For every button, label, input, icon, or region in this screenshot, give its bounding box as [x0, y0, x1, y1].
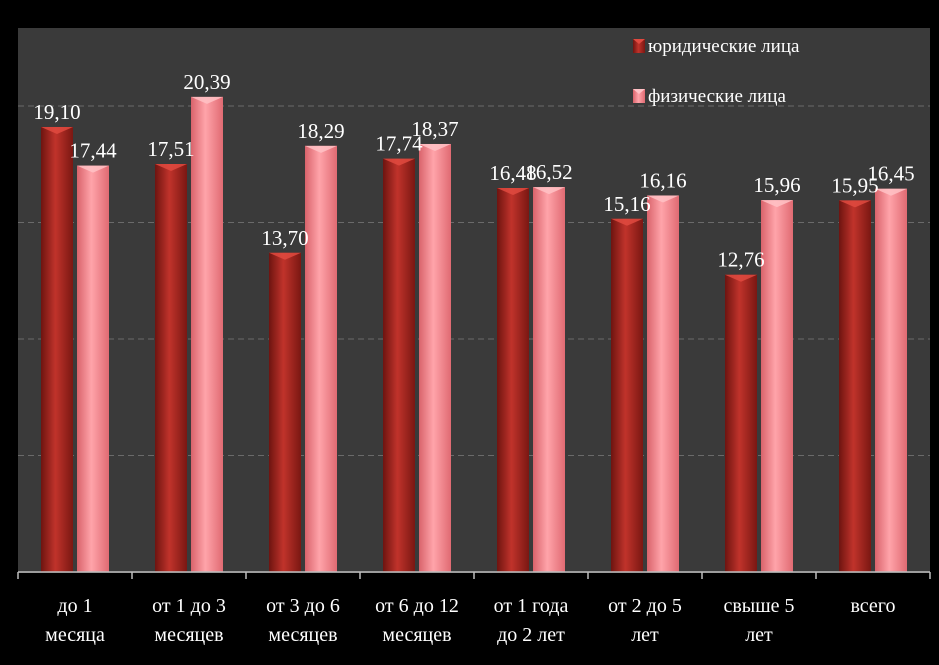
x-tick-label: до 1 — [57, 595, 92, 617]
data-label: 15,95 — [831, 173, 878, 197]
data-label: 16,48 — [489, 161, 536, 185]
data-label: 15,16 — [603, 192, 650, 216]
bar-cap — [269, 252, 301, 260]
bar-cap — [41, 126, 73, 134]
x-tick-label: от 1 до 3 — [152, 595, 226, 617]
bar-individual-1 — [191, 96, 223, 573]
legend-swatch-0 — [633, 39, 645, 53]
bar-legal-5 — [611, 218, 643, 572]
bar-individual-2 — [305, 145, 337, 572]
x-tick-label: лет — [745, 624, 773, 646]
x-tick-label: месяцев — [268, 624, 337, 646]
data-labels: 19,10 17,51 13,70 17,74 16,48 15,16 12,76 15,95… — [33, 70, 914, 272]
bar-legal-4 — [497, 188, 529, 573]
bar-cap — [383, 158, 415, 166]
legend-swatch-cap — [633, 89, 645, 94]
x-axis: до 1 месяца от 1 до 3 месяцев от 3 до 6 месяц… — [17, 571, 931, 646]
bar-legal-3 — [383, 158, 415, 572]
bar-cap — [191, 96, 223, 104]
data-label: 15,96 — [753, 173, 800, 197]
bar-legal-1 — [155, 164, 187, 572]
data-label: 17,51 — [147, 137, 194, 161]
bar-cap — [725, 274, 757, 282]
data-label: 13,70 — [261, 226, 308, 250]
bar-cap — [533, 187, 565, 195]
bar-individual-4 — [533, 187, 565, 573]
x-tick-label: месяцев — [154, 624, 223, 646]
legend-swatch-1 — [633, 89, 645, 103]
x-tick-label: до 2 лет — [497, 624, 565, 646]
data-label: 16,52 — [525, 160, 572, 184]
bar-cap — [305, 145, 337, 153]
bar-individual-7 — [875, 188, 907, 572]
bar-individual-6 — [761, 200, 793, 572]
plot-area — [18, 28, 930, 573]
x-tick-label: всего — [850, 595, 895, 617]
bar-cap — [647, 195, 679, 203]
legend-label-0: юридические лица — [648, 36, 800, 57]
legend: юридические лица физические лица — [633, 36, 800, 107]
bar-cap — [611, 218, 643, 226]
x-tick-label: свыше 5 — [723, 595, 794, 617]
bar-legal-0 — [41, 126, 73, 572]
bar-individual-0 — [77, 165, 109, 572]
bar-legal-6 — [725, 274, 757, 572]
bar-cap — [761, 200, 793, 208]
data-label: 18,37 — [411, 117, 458, 141]
bar-legal-2 — [269, 252, 301, 573]
data-label: 19,10 — [33, 100, 80, 124]
bar-cap — [77, 165, 109, 173]
x-tick-label: от 6 до 12 — [375, 595, 459, 617]
data-label: 16,16 — [639, 168, 686, 192]
x-tick-label: от 1 года — [494, 595, 569, 617]
data-label: 17,74 — [375, 132, 423, 156]
data-label: 18,29 — [297, 119, 344, 143]
x-tick-label: от 2 до 5 — [608, 595, 682, 617]
bar-cap — [155, 164, 187, 172]
bar-legal-7 — [839, 200, 871, 573]
x-tick-label: от 3 до 6 — [266, 595, 340, 617]
x-tick-label: лет — [631, 624, 659, 646]
bar-cap — [497, 188, 529, 196]
data-label: 16,45 — [867, 162, 914, 186]
bars — [41, 96, 907, 573]
bar-cap — [875, 188, 907, 196]
bar-cap — [419, 143, 451, 151]
x-tick-label: месяцев — [382, 624, 451, 646]
legend-swatch-cap — [633, 39, 645, 44]
data-label: 17,44 — [69, 139, 117, 163]
data-label: 20,39 — [183, 70, 230, 94]
x-tick-label: месяца — [45, 624, 105, 646]
legend-label-1: физические лица — [648, 86, 786, 107]
bar-individual-5 — [647, 195, 679, 573]
bar-individual-3 — [419, 143, 451, 572]
bar-cap — [839, 200, 871, 208]
data-label: 12,76 — [717, 248, 764, 272]
